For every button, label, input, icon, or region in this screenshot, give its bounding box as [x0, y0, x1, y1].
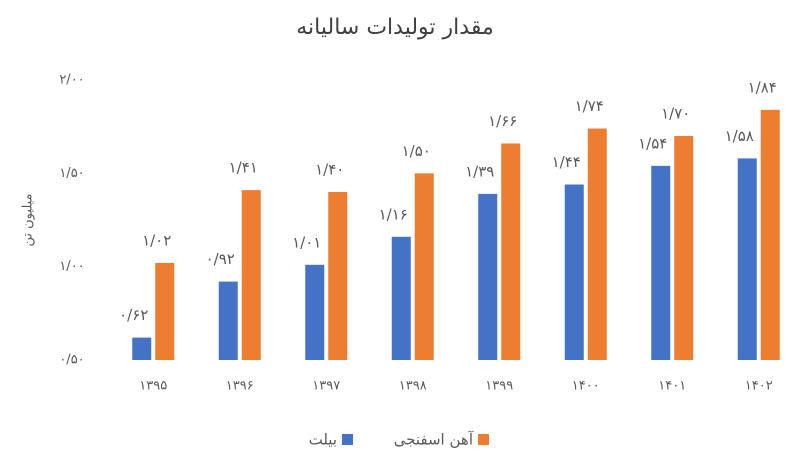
data-label: ۰/۶۲ — [119, 306, 148, 324]
data-label: ۱/۷۴ — [575, 97, 604, 115]
y-axis-label: میلیون تن — [21, 193, 36, 246]
legend-swatch — [342, 434, 353, 445]
data-label: ۱/۳۹ — [465, 162, 494, 180]
data-label: ۱/۸۴ — [748, 78, 777, 96]
data-label: ۱/۰۲ — [142, 231, 171, 249]
x-tick-label: ۱۳۹۸ — [399, 379, 427, 394]
legend-swatch — [478, 434, 489, 445]
bar — [305, 264, 325, 360]
x-tick-label: ۱۴۰۲ — [745, 379, 773, 394]
data-label: ۱/۴۱ — [229, 159, 258, 177]
y-tick-label: ۲/۰۰ — [59, 73, 84, 88]
bar — [564, 184, 584, 360]
x-tick-label: ۱۳۹۹ — [485, 379, 513, 394]
bar — [241, 190, 261, 360]
bar — [391, 236, 411, 360]
bar — [737, 158, 757, 360]
legend-label: بیلت — [309, 431, 337, 449]
bar — [651, 165, 671, 360]
data-label: ۱/۴۴ — [552, 153, 581, 171]
bar — [218, 281, 238, 360]
bar — [132, 337, 152, 360]
bar — [501, 143, 521, 360]
data-label: ۱/۰۱ — [292, 233, 321, 251]
x-tick-label: ۱۴۰۰ — [572, 379, 600, 394]
x-tick-label: ۱۳۹۶ — [226, 379, 254, 394]
chart-title: مقدار تولیدات سالیانه — [296, 15, 493, 40]
y-tick-label: ۱/۵۰ — [59, 166, 84, 181]
data-label: ۱/۵۴ — [638, 134, 667, 152]
data-label: ۱/۷۰ — [661, 105, 690, 123]
data-label: ۱/۱۶ — [379, 205, 408, 223]
y-tick-label: ۰/۵۰ — [59, 353, 84, 368]
legend-label: آهن اسفنجی — [394, 431, 474, 449]
bar — [328, 192, 348, 360]
data-label: ۱/۵۰ — [402, 142, 431, 160]
bar — [674, 136, 694, 360]
bar — [478, 193, 498, 360]
bar — [155, 262, 175, 360]
data-label: ۱/۵۸ — [725, 127, 754, 145]
y-tick-label: ۱/۰۰ — [59, 259, 84, 274]
data-label: ۱/۴۰ — [315, 161, 344, 179]
x-tick-label: ۱۴۰۱ — [658, 379, 686, 394]
data-label: ۰/۹۲ — [206, 250, 235, 268]
bar — [414, 173, 434, 360]
x-tick-label: ۱۳۹۷ — [312, 379, 340, 394]
x-tick-label: ۱۳۹۵ — [139, 379, 167, 394]
bar — [587, 128, 607, 360]
bar — [760, 109, 780, 360]
data-label: ۱/۶۶ — [488, 112, 517, 130]
